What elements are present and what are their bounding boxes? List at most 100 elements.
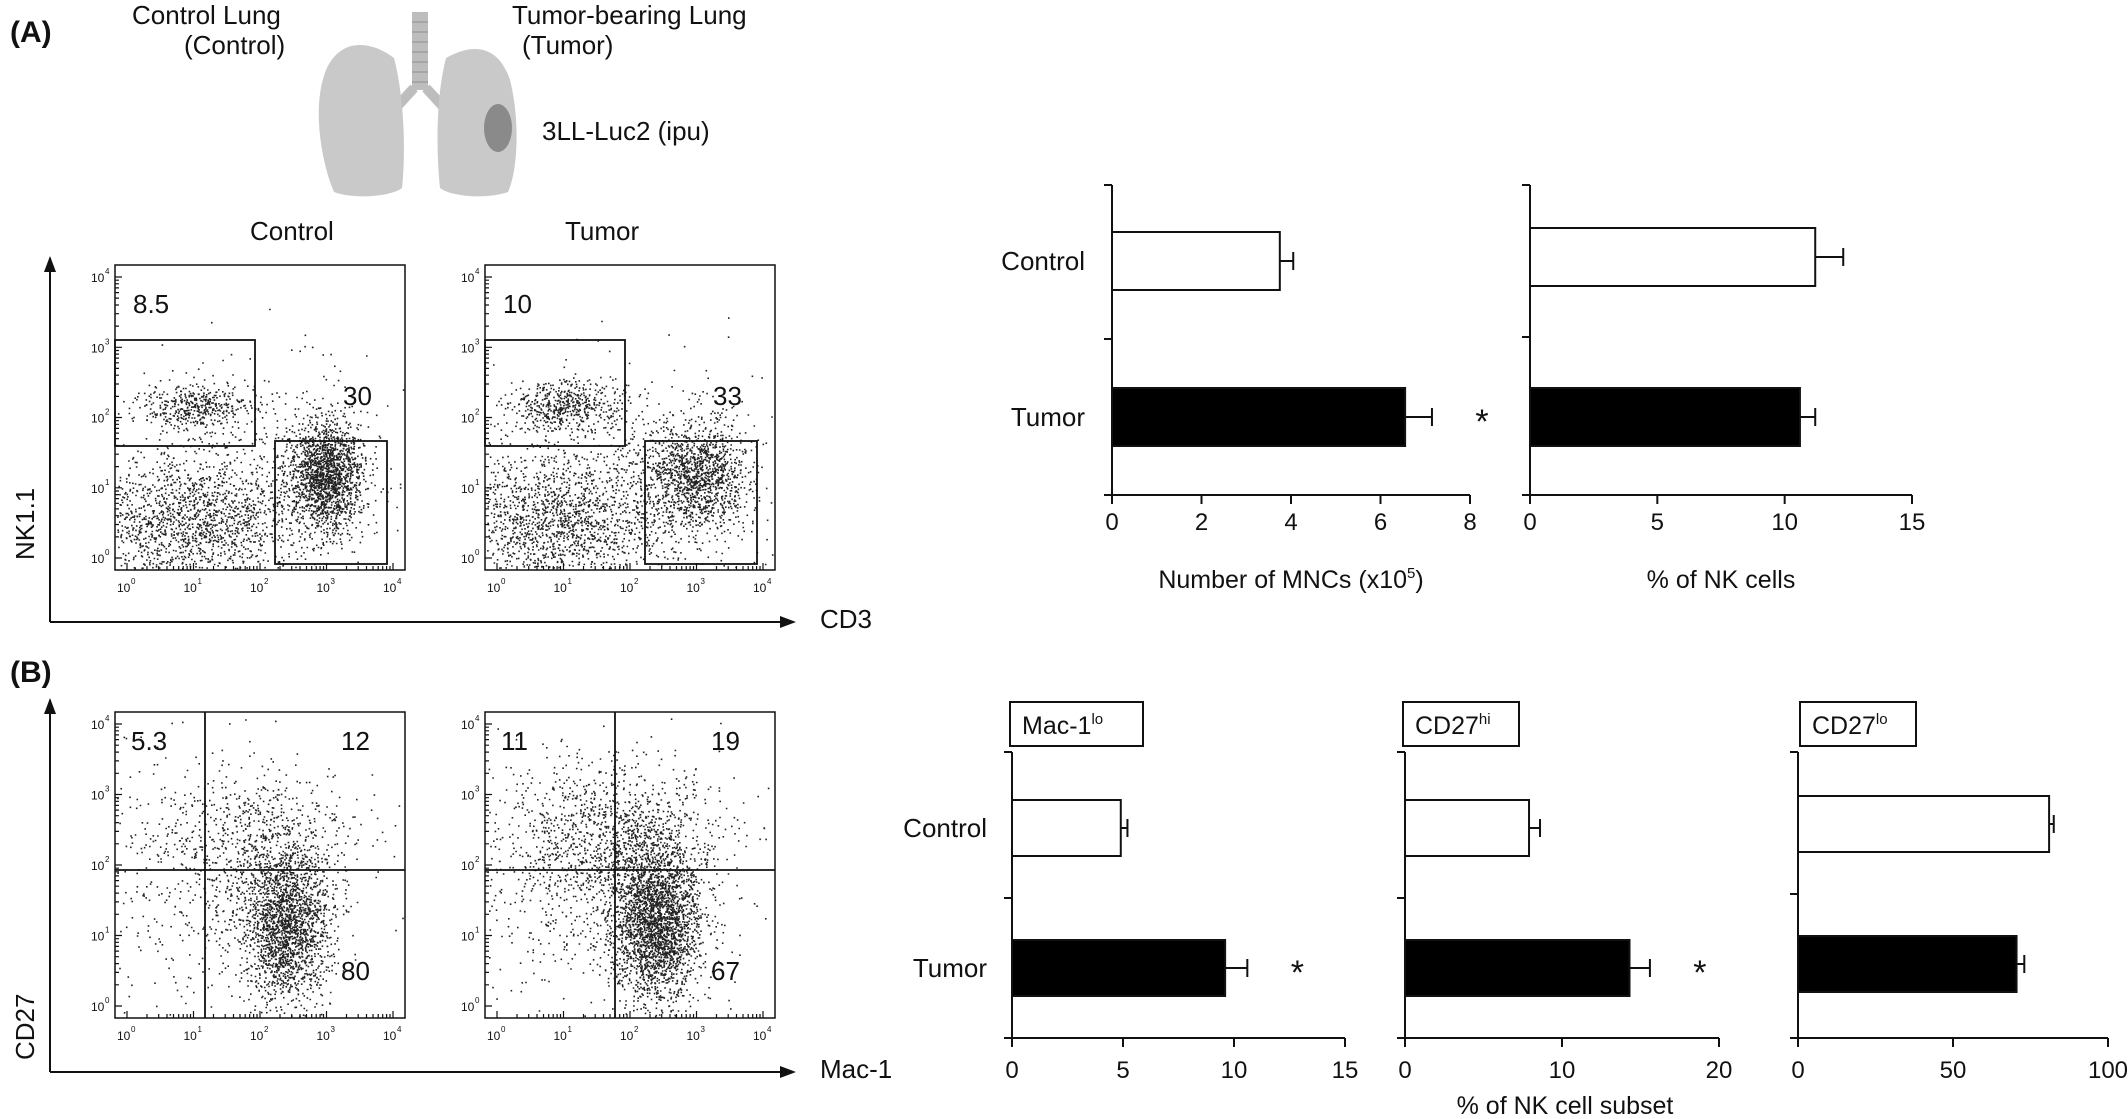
bar-chart-2-x-tick-label-0: 0 xyxy=(1005,1057,1018,1084)
flow-b-plot-1-y-tick-exp-1: 1 xyxy=(475,926,480,935)
flow-b-plot-0-y-tick-exp-2: 2 xyxy=(105,855,110,864)
bar-chart-2-title-box xyxy=(1009,701,1144,747)
flow-a-plot-0-x-tick-1: 10 xyxy=(184,581,198,595)
bar-chart-3-title-main: CD27 xyxy=(1415,712,1479,740)
flow-a-plot-0-y-tick-1: 10 xyxy=(91,482,105,496)
bar-chart-0-bar-0 xyxy=(1111,231,1281,291)
flow-b-plot-0-x-tick-exp-2: 2 xyxy=(264,1025,269,1034)
bar-chart-0-x-tick-label-3: 6 xyxy=(1374,509,1387,536)
flow-b-plot-0-x-tick-exp-0: 0 xyxy=(131,1025,136,1034)
bar-chart-3-title-box xyxy=(1402,701,1520,747)
flow-a-plot-0-y-tick-2: 10 xyxy=(91,412,105,426)
flow-a-plot-0-y-tick-exp-2: 2 xyxy=(105,408,110,417)
bar-chart-0-category-0: Control xyxy=(1001,246,1085,276)
tumor-lung-sub: (Tumor) xyxy=(522,30,613,60)
bar-chart-4-title: CD27lo xyxy=(1812,711,1888,740)
flow-b-plot-0-x-tick-1: 10 xyxy=(184,1029,198,1043)
flow-b-plot-0-y-tick-exp-1: 1 xyxy=(105,926,110,935)
bar-chart-3-x-tick-label-2: 20 xyxy=(1706,1057,1733,1084)
flow-b-plot-1-x-tick-2: 10 xyxy=(620,1029,634,1043)
flow-a-t-percent-0: 30 xyxy=(343,381,372,411)
flow-a-plot-0-x-tick-0: 10 xyxy=(117,581,131,595)
flow-a-plot-0-x-tick-exp-1: 1 xyxy=(198,577,203,586)
flow-a-plot-1-x-tick-exp-0: 0 xyxy=(501,577,506,586)
bar-chart-4: 0 50 100 CD27lo xyxy=(1790,701,2128,1084)
flow-a-plot-0-x-tick-exp-3: 3 xyxy=(331,577,336,586)
flow-b-plot-1-y-tick-exp-4: 4 xyxy=(475,714,480,723)
bar-chart-2-title-main: Mac-1 xyxy=(1022,712,1091,740)
flow-b-plot-1-y-tick-3: 10 xyxy=(461,789,475,803)
bar-chart-4-error-bar-0 xyxy=(2049,815,2055,833)
bar-chart-4-x-tick-label-2: 100 xyxy=(2088,1057,2128,1084)
flow-a-plot-0-y-tick-exp-3: 3 xyxy=(105,337,110,346)
flow-a-nk-gate-0 xyxy=(114,339,256,447)
flow-b-plot-0-y-tick-exp-0: 0 xyxy=(105,996,110,1005)
flow-b-plot-0-y-tick-exp-4: 4 xyxy=(105,714,110,723)
flow-b-plot-0-x-tick-exp-4: 4 xyxy=(397,1025,402,1034)
bar-chart-3-x-tick-label-0: 0 xyxy=(1398,1057,1411,1084)
flow-b-plot-0-x-tick-exp-1: 1 xyxy=(198,1025,203,1034)
flow-a-plot-0-y-tick-exp-0: 0 xyxy=(105,548,110,557)
flow-a-plot-1-x-tick-3: 10 xyxy=(687,581,701,595)
flow-a-plot-1-y-tick-exp-4: 4 xyxy=(475,267,480,276)
flow-b-ur-percent-0: 12 xyxy=(341,726,370,756)
tumor-cell-label: 3LL-Luc2 (ipu) xyxy=(542,116,710,146)
bar-chart-2-category-1: Tumor xyxy=(913,953,987,983)
lung-drawing xyxy=(318,12,517,197)
bar-chart-1-error-bar-0 xyxy=(1815,248,1845,266)
flow-a-plot-1-y-tick-1: 10 xyxy=(461,482,475,496)
flow-a-t-percent-1: 33 xyxy=(713,381,742,411)
flow-b-plot-1-x-tick-exp-1: 1 xyxy=(568,1025,573,1034)
flow-a-plot-1-x-tick-0: 10 xyxy=(487,581,501,595)
flow-a-plot-0-x-tick-exp-2: 2 xyxy=(264,577,269,586)
bar-chart-1-bar-1 xyxy=(1529,387,1801,447)
bar-chart-4-x-tick-label-0: 0 xyxy=(1791,1057,1804,1084)
flow-a-plot-0-y-tick-3: 10 xyxy=(91,341,105,355)
bar-chart-b-x-label: % of NK cell subset xyxy=(1457,1092,1674,1119)
flow-a-t-gate-1 xyxy=(644,440,758,565)
flow-a-plot-1-x-tick-exp-1: 1 xyxy=(568,577,573,586)
flow-a-title-control: Control xyxy=(250,216,334,246)
bar-chart-0-error-bar-0 xyxy=(1279,252,1295,270)
flow-b-lr-percent-0: 80 xyxy=(341,956,370,986)
bar-chart-0-x-tick-label-0: 0 xyxy=(1105,509,1118,536)
bar-chart-1-bar-0 xyxy=(1529,227,1817,287)
flow-b-plot-0-x-tick-exp-3: 3 xyxy=(331,1025,336,1034)
control-lung-sub: (Control) xyxy=(184,30,285,60)
flow-a-title-tumor: Tumor xyxy=(565,216,639,246)
bar-chart-3-x-tick-label-1: 10 xyxy=(1549,1057,1576,1084)
flow-b-plot-0-x-tick-2: 10 xyxy=(250,1029,264,1043)
flow-b-plot-1-x-tick-1: 10 xyxy=(554,1029,568,1043)
flow-a-nk-percent-0: 8.5 xyxy=(133,289,169,319)
bar-chart-3-bar-0 xyxy=(1404,799,1531,857)
flow-b-plot-1-y-tick-exp-2: 2 xyxy=(475,855,480,864)
control-lung-title: Control Lung xyxy=(132,0,281,30)
flow-b-plot-1-x-tick-exp-3: 3 xyxy=(701,1025,706,1034)
flow-a-plot-1-y-tick-4: 10 xyxy=(461,271,475,285)
flow-a-plot-1-x-tick-exp-2: 2 xyxy=(634,577,639,586)
bar-chart-2-bar-1 xyxy=(1011,939,1227,997)
flow-b-lr-percent-1: 67 xyxy=(711,956,740,986)
bar-chart-2-error-bar-1 xyxy=(1225,959,1249,977)
flow-a-plot-1-x-tick-1: 10 xyxy=(554,581,568,595)
bar-chart-4-x-tick-label-1: 50 xyxy=(1940,1057,1967,1084)
bar-chart-0-x-label: Number of MNCs (x105) xyxy=(1158,565,1423,594)
bar-chart-2-x-tick-label-3: 15 xyxy=(1332,1057,1359,1084)
bar-chart-0-error-bar-1 xyxy=(1405,408,1433,426)
flow-b-plot-1-x-tick-0: 10 xyxy=(487,1029,501,1043)
flow-b-plot-0-y-tick-3: 10 xyxy=(91,789,105,803)
flow-a-plot-1-y-tick-exp-3: 3 xyxy=(475,337,480,346)
flow-a-plot-0-y-tick-0: 10 xyxy=(91,552,105,566)
flow-b-plot-0-y-tick-exp-3: 3 xyxy=(105,785,110,794)
flow-b-plot-1-y-tick-0: 10 xyxy=(461,1000,475,1014)
flow-b-ur-percent-1: 19 xyxy=(711,726,740,756)
flow-b-plot-1-y-tick-exp-0: 0 xyxy=(475,996,480,1005)
flow-a-plot-0-x-tick-exp-4: 4 xyxy=(397,577,402,586)
bar-chart-0-category-1: Tumor xyxy=(1011,402,1085,432)
flow-a-plot-1-x-tick-exp-4: 4 xyxy=(767,577,772,586)
bar-chart-1-x-tick-label-0: 0 xyxy=(1523,509,1536,536)
